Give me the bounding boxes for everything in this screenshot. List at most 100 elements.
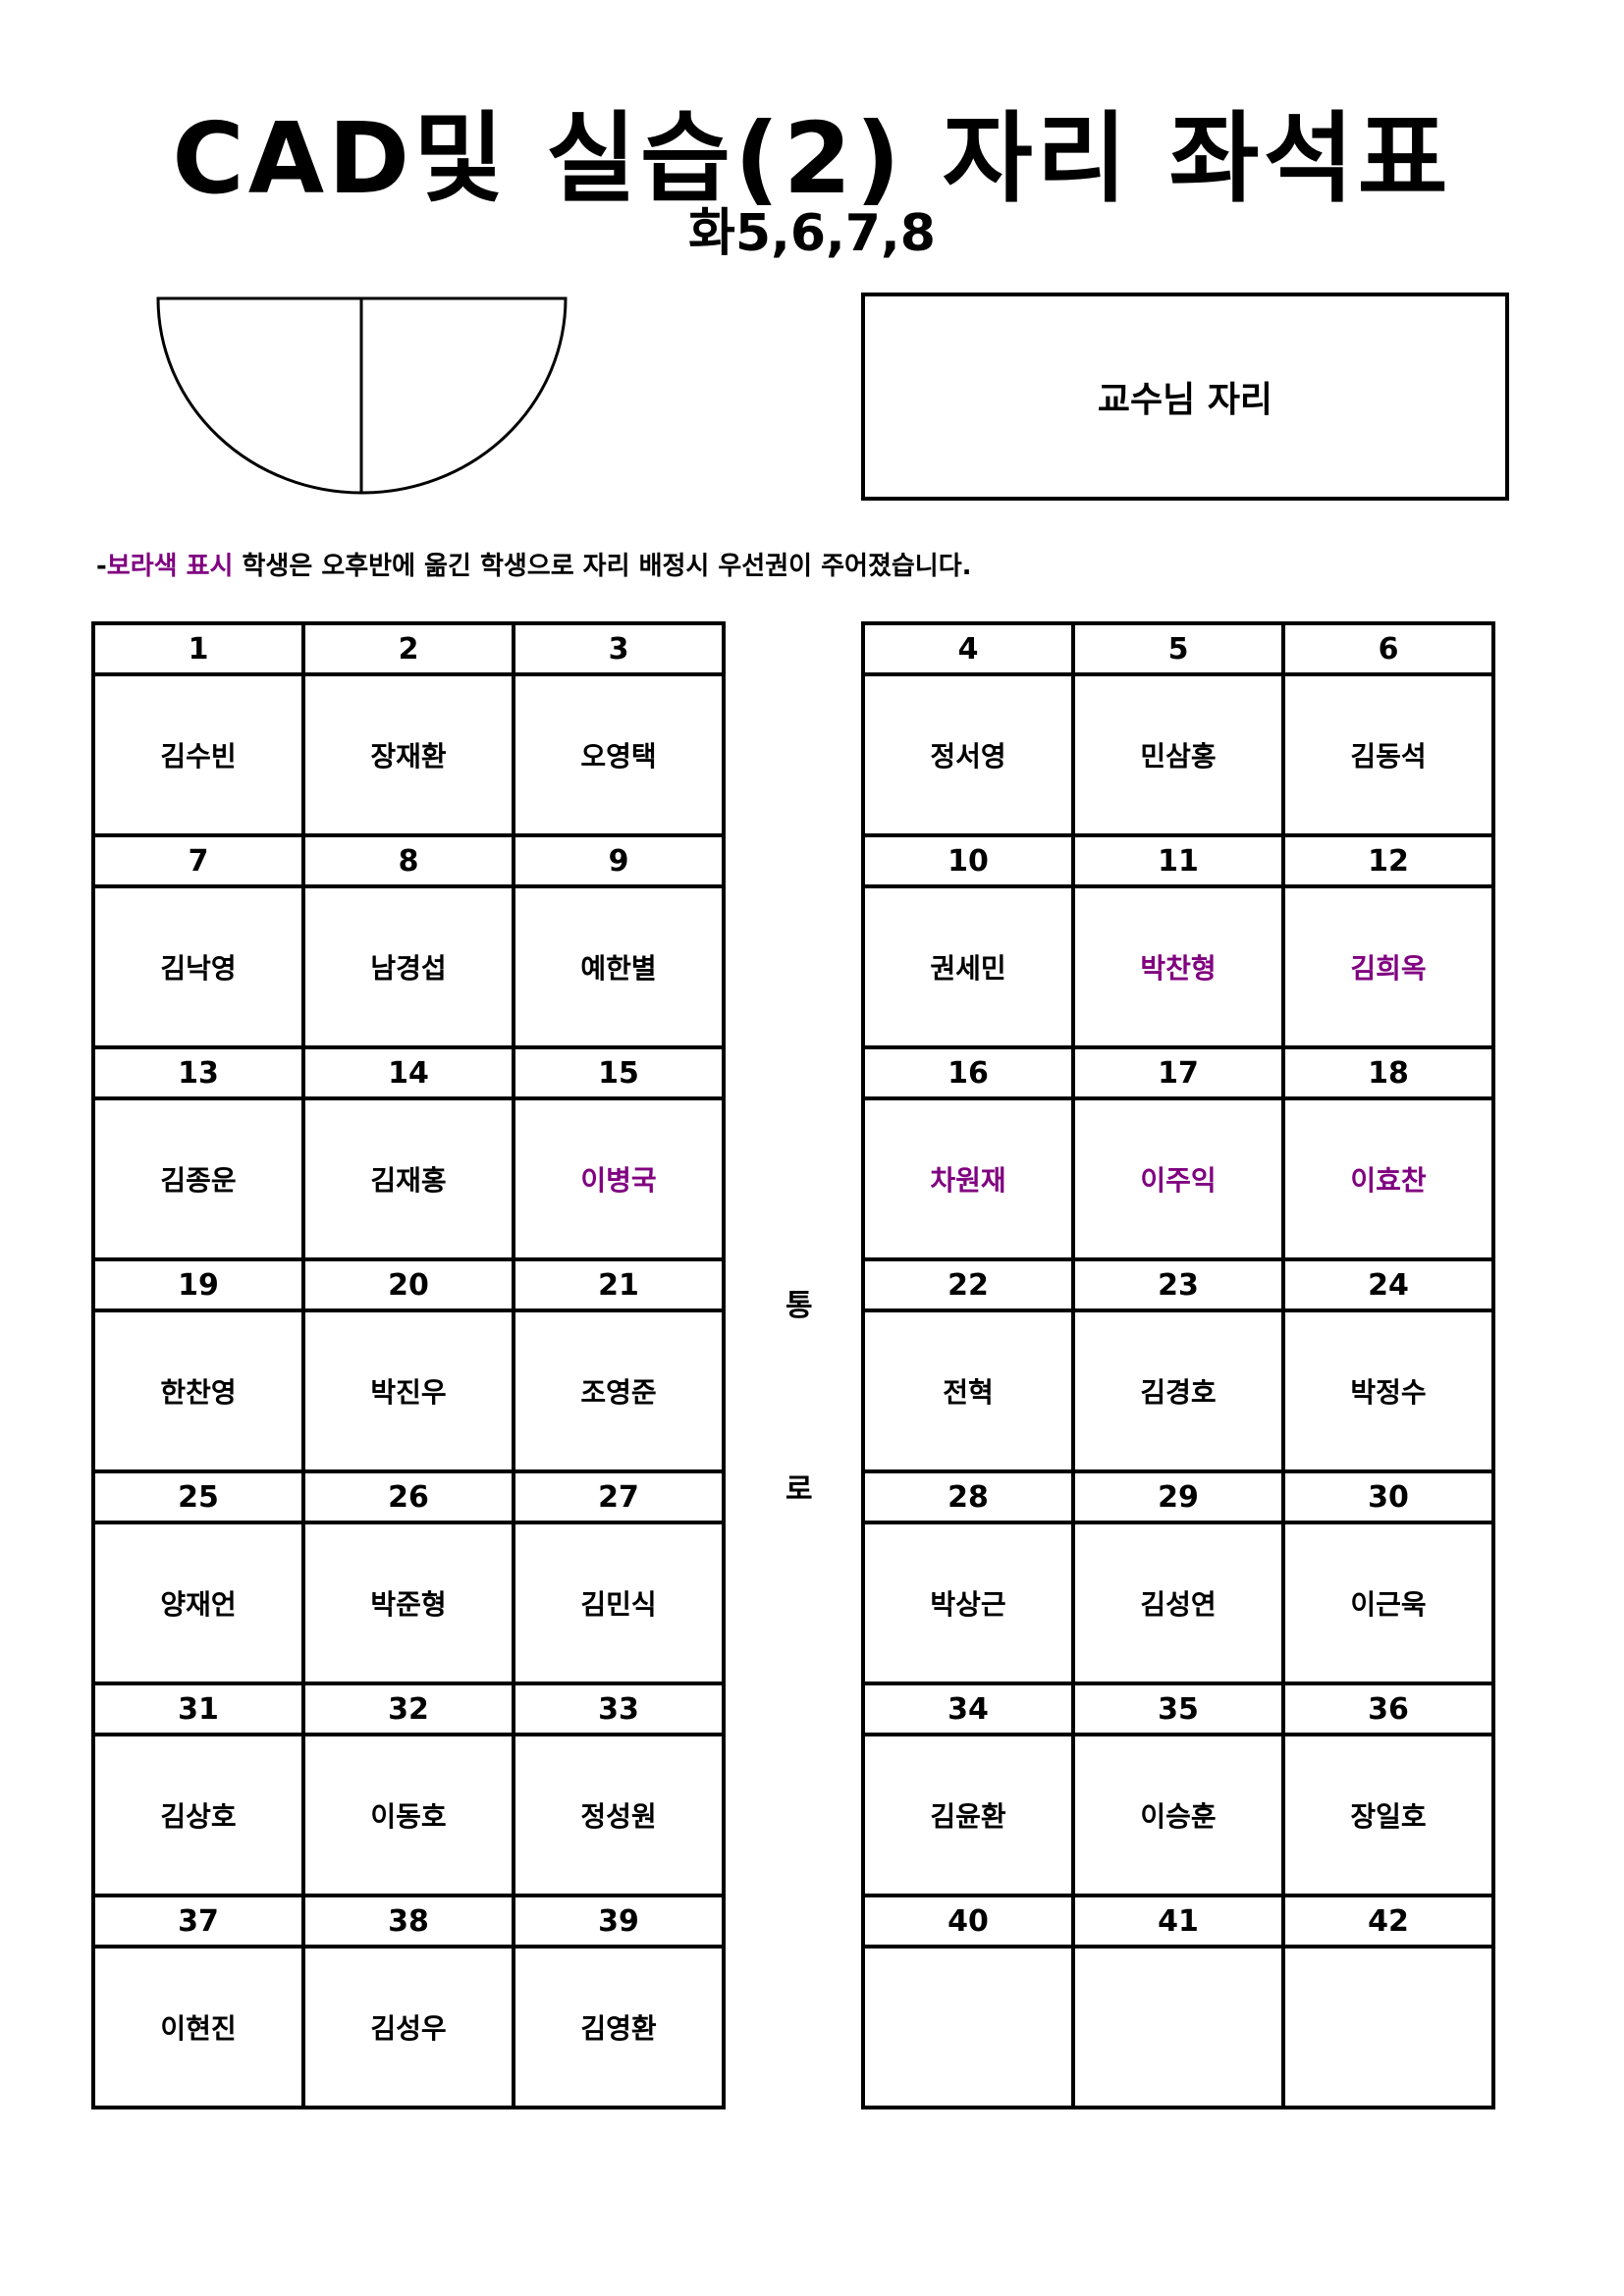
seat-number: 26	[301, 1469, 515, 1524]
seat-number: 14	[301, 1045, 515, 1100]
seat-number: 39	[512, 1894, 726, 1949]
seat-name-row: 김상호 이동호 정성원	[91, 1733, 726, 1897]
left-seat-block: 1 2 3 김수빈 장재환 오영택 7 8 9 김낙영 남경섭 예한별 13 14 15 김종운 김재홍 이병국 1…	[91, 621, 726, 2109]
seat-student-name: 이효찬	[1281, 1096, 1495, 1261]
seat-number: 21	[512, 1257, 726, 1312]
seat-name-row: 양재언 박준형 김민식	[91, 1521, 726, 1685]
seat-number-row: 19 20 21	[91, 1257, 726, 1312]
seat-number-row: 16 17 18	[861, 1045, 1495, 1100]
seat-student-name: 김민식	[512, 1521, 726, 1685]
seat-name-row: 박상근 김성연 이근욱	[861, 1521, 1495, 1685]
seat-student-name: 이동호	[301, 1733, 515, 1897]
seat-student-name: 이승훈	[1071, 1733, 1285, 1897]
seat-student-name: 장일호	[1281, 1733, 1495, 1897]
seat-student-name: 김경호	[1071, 1308, 1285, 1473]
seat-number: 2	[301, 621, 515, 676]
seat-number: 5	[1071, 621, 1285, 676]
seat-number: 8	[301, 833, 515, 888]
seat-student-name: 정서영	[861, 672, 1075, 837]
seat-student-name: 박정수	[1281, 1308, 1495, 1473]
seat-number: 12	[1281, 833, 1495, 888]
seat-number: 25	[91, 1469, 305, 1524]
seat-student-name: 오영택	[512, 672, 726, 837]
seat-number: 34	[861, 1682, 1075, 1736]
seat-number: 31	[91, 1682, 305, 1736]
page-title: CAD및 실습(2) 자리 좌석표	[172, 101, 1452, 216]
seat-number: 30	[1281, 1469, 1495, 1524]
seat-number: 23	[1071, 1257, 1285, 1312]
seat-number: 6	[1281, 621, 1495, 676]
seat-number: 32	[301, 1682, 515, 1736]
seat-number: 18	[1281, 1045, 1495, 1100]
seat-student-name: 이병국	[512, 1096, 726, 1261]
professor-seat: 교수님 자리	[861, 293, 1509, 501]
seat-student-name: 박진우	[301, 1308, 515, 1473]
seat-student-name: 김영환	[512, 1945, 726, 2109]
seat-number: 36	[1281, 1682, 1495, 1736]
seat-number-row: 40 41 42	[861, 1894, 1495, 1949]
seat-name-row: 김윤환 이승훈 장일호	[861, 1733, 1495, 1897]
note-prefix: -	[96, 552, 107, 581]
seat-student-name: 김재홍	[301, 1096, 515, 1261]
seat-student-name: 민삼홍	[1071, 672, 1285, 837]
seat-number: 9	[512, 833, 726, 888]
seat-student-name: 김성우	[301, 1945, 515, 2109]
seat-number: 37	[91, 1894, 305, 1949]
seat-student-name: 차원재	[861, 1096, 1075, 1261]
seat-student-name	[861, 1945, 1075, 2109]
seat-student-name: 이현진	[91, 1945, 305, 2109]
seat-name-row: 전혁 김경호 박정수	[861, 1308, 1495, 1473]
seat-student-name: 예한별	[512, 884, 726, 1049]
aisle-label-1: 통	[785, 1289, 813, 1323]
seat-name-row: 권세민 박찬형 김희옥	[861, 884, 1495, 1049]
seat-student-name: 김희옥	[1281, 884, 1495, 1049]
note-text: 학생은 오후반에 옮긴 학생으로 자리 배정시 우선권이 주어졌습니다.	[233, 552, 972, 581]
seat-student-name: 김종운	[91, 1096, 305, 1261]
seat-name-row: 차원재 이주익 이효찬	[861, 1096, 1495, 1261]
seat-number: 15	[512, 1045, 726, 1100]
seat-number-row: 22 23 24	[861, 1257, 1495, 1312]
semicircle-table-icon	[156, 296, 568, 495]
note-highlight: 보라색 표시	[106, 552, 234, 581]
seat-number: 28	[861, 1469, 1075, 1524]
seat-student-name: 김낙영	[91, 884, 305, 1049]
aisle-label-2: 로	[785, 1472, 813, 1507]
seat-number: 4	[861, 621, 1075, 676]
seat-student-name: 김윤환	[861, 1733, 1075, 1897]
seat-number-row: 28 29 30	[861, 1469, 1495, 1524]
seat-student-name: 이주익	[1071, 1096, 1285, 1261]
seat-student-name: 박준형	[301, 1521, 515, 1685]
note: -보라색 표시 학생은 오후반에 옮긴 학생으로 자리 배정시 우선권이 주어졌…	[96, 546, 972, 582]
seat-number: 22	[861, 1257, 1075, 1312]
seat-student-name	[1281, 1945, 1495, 2109]
seat-student-name: 권세민	[861, 884, 1075, 1049]
seat-number: 29	[1071, 1469, 1285, 1524]
seat-number: 35	[1071, 1682, 1285, 1736]
seat-number: 13	[91, 1045, 305, 1100]
seat-number: 3	[512, 621, 726, 676]
seat-number: 41	[1071, 1894, 1285, 1949]
seat-student-name: 남경섭	[301, 884, 515, 1049]
seat-student-name: 장재환	[301, 672, 515, 837]
seat-student-name: 김상호	[91, 1733, 305, 1897]
seat-number-row: 10 11 12	[861, 833, 1495, 888]
seat-student-name: 정성원	[512, 1733, 726, 1897]
seat-student-name: 박상근	[861, 1521, 1075, 1685]
seat-number: 27	[512, 1469, 726, 1524]
seat-number: 16	[861, 1045, 1075, 1100]
seat-number: 20	[301, 1257, 515, 1312]
seat-student-name: 김동석	[1281, 672, 1495, 837]
seat-student-name: 이근욱	[1281, 1521, 1495, 1685]
seat-number: 33	[512, 1682, 726, 1736]
seat-number: 17	[1071, 1045, 1285, 1100]
seat-number: 19	[91, 1257, 305, 1312]
seat-number: 11	[1071, 833, 1285, 888]
seat-number: 38	[301, 1894, 515, 1949]
seat-number: 10	[861, 833, 1075, 888]
page-subtitle: 화5,6,7,8	[688, 204, 936, 263]
seat-number: 40	[861, 1894, 1075, 1949]
